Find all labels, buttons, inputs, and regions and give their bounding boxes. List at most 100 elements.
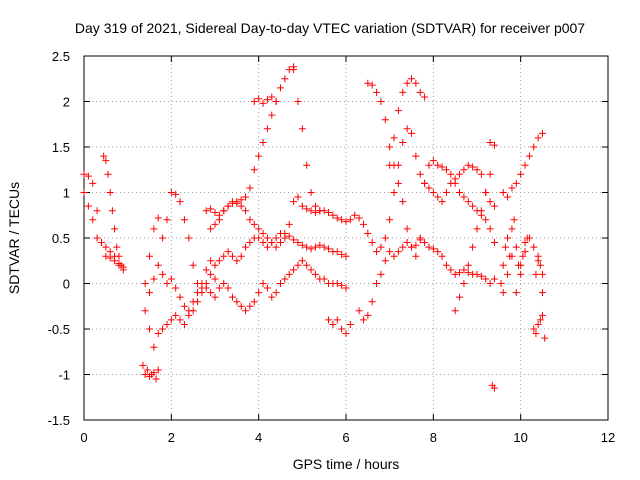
data-point	[211, 275, 219, 283]
data-point	[421, 179, 429, 187]
data-point	[386, 248, 394, 256]
data-point	[434, 248, 442, 256]
data-point	[521, 239, 529, 247]
data-point	[517, 261, 525, 269]
data-point	[482, 275, 490, 283]
data-point	[510, 216, 518, 224]
data-point	[329, 320, 337, 328]
data-point	[373, 248, 381, 256]
data-point	[504, 234, 512, 242]
chart-title: Day 319 of 2021, Sidereal Day-to-day VTE…	[75, 20, 585, 36]
data-point	[477, 170, 485, 178]
data-point	[220, 207, 228, 215]
data-point	[412, 252, 420, 260]
series-trace-n	[364, 79, 498, 260]
data-point	[403, 225, 411, 233]
data-point	[146, 325, 153, 333]
data-point	[106, 254, 114, 262]
data-point	[530, 143, 538, 151]
data-point	[456, 189, 464, 196]
data-point	[259, 99, 267, 107]
data-point	[508, 252, 516, 260]
y-axis-label: SDTVAR / TECUs	[6, 182, 22, 294]
data-point	[154, 214, 162, 222]
data-point	[141, 371, 149, 378]
data-point	[442, 166, 450, 174]
data-point	[250, 298, 258, 306]
data-point	[246, 216, 254, 224]
data-point	[277, 84, 284, 92]
data-point	[202, 266, 210, 274]
data-point	[333, 214, 341, 222]
data-point	[534, 320, 542, 328]
data-point	[277, 280, 284, 287]
data-point	[198, 284, 206, 292]
data-point	[163, 280, 171, 287]
data-point	[473, 166, 481, 174]
data-point	[429, 189, 437, 196]
series-trace-w	[530, 311, 549, 342]
data-point	[263, 243, 271, 251]
data-point	[298, 257, 306, 265]
data-point	[255, 225, 263, 233]
data-point	[242, 243, 250, 251]
data-point	[394, 179, 402, 187]
data-point	[390, 134, 398, 142]
series-trace-h	[202, 193, 350, 251]
data-point	[172, 284, 180, 292]
data-point	[416, 88, 424, 96]
data-point	[456, 269, 464, 277]
data-point	[167, 275, 175, 283]
data-point	[517, 270, 525, 278]
data-point	[399, 198, 407, 206]
data-point	[451, 307, 459, 315]
data-point	[525, 152, 533, 160]
data-point	[403, 125, 411, 133]
data-point	[294, 239, 302, 247]
data-point	[368, 298, 376, 306]
data-point	[154, 366, 162, 374]
data-point	[521, 161, 529, 169]
data-point	[237, 252, 245, 260]
data-point	[272, 234, 280, 242]
data-point	[394, 248, 402, 256]
data-point	[180, 302, 188, 310]
data-point	[163, 320, 171, 328]
series-trace-e	[146, 189, 219, 297]
data-point	[530, 243, 538, 251]
data-point	[412, 79, 420, 87]
data-point	[228, 199, 236, 207]
data-point	[250, 166, 258, 174]
data-point	[255, 95, 263, 103]
data-point	[237, 196, 245, 204]
data-point	[233, 298, 241, 306]
data-point	[189, 261, 197, 269]
data-point	[224, 248, 232, 256]
data-point	[473, 225, 481, 233]
data-point	[154, 330, 162, 338]
data-point	[189, 298, 197, 306]
data-point	[185, 234, 193, 242]
data-point	[539, 129, 546, 137]
data-point	[272, 243, 280, 251]
data-point	[460, 166, 468, 174]
data-point	[482, 189, 490, 196]
data-point	[486, 138, 494, 146]
data-point	[176, 316, 184, 324]
y-tick-label: -1.5	[48, 413, 70, 428]
axis-ticks	[83, 55, 609, 421]
data-point	[102, 243, 110, 251]
data-point	[281, 275, 289, 283]
data-point	[438, 163, 446, 171]
data-point	[501, 243, 509, 251]
data-point	[163, 216, 171, 224]
series-trace-i	[207, 63, 298, 233]
data-point	[477, 207, 485, 215]
x-tick-labels: 0 2 4 6 8 10 12	[80, 430, 615, 445]
data-point	[346, 320, 354, 328]
data-point	[490, 239, 498, 247]
series-trace-c	[100, 152, 127, 274]
data-point	[89, 216, 97, 224]
data-point	[263, 284, 271, 292]
data-point	[490, 141, 498, 149]
